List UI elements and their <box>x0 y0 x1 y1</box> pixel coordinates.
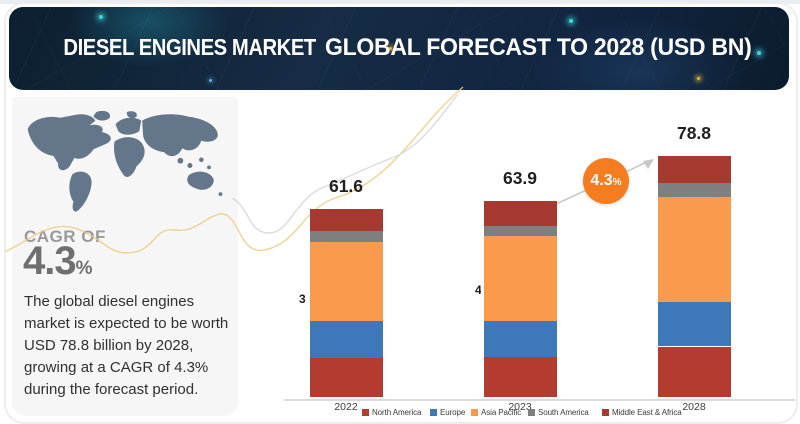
spark-dot <box>389 47 392 50</box>
bar-total-label-2023: 63.9 <box>502 168 538 189</box>
x-axis-label-2028: 2028 <box>682 401 706 413</box>
bar-segment-asia-pacific-2022 <box>309 241 383 322</box>
bar-segment-middle-east-africa-2028 <box>657 155 731 184</box>
cagr-value: 4.3% <box>23 239 93 284</box>
legend-label: North America <box>372 408 422 417</box>
legend-item-europe: Europe <box>430 408 465 417</box>
page-title-market: DIESEL ENGINES MARKET <box>63 33 317 60</box>
cagr-badge-percent-sign: % <box>612 177 622 188</box>
bar-total-label-2028: 78.8 <box>676 122 712 143</box>
bar-segment-europe-2023 <box>483 320 557 357</box>
legend-swatch-icon <box>528 409 535 416</box>
summary-sidebar: CAGR OF 4.3% The global diesel engines m… <box>12 97 238 416</box>
legend-swatch-icon <box>471 409 478 416</box>
legend-item-middle-east-africa: Middle East & Africa <box>602 408 682 417</box>
bar-segment-south-america-2023 <box>483 226 557 237</box>
cagr-badge: 4.3% <box>583 158 629 204</box>
spark-dot <box>99 15 103 19</box>
x-axis-label-2022: 2022 <box>334 401 358 413</box>
legend-item-south-america: South America <box>528 408 589 417</box>
legend-label: Europe <box>440 408 466 417</box>
bar-segment-europe-2022 <box>309 321 383 359</box>
bar-segment-asia-pacific-2023 <box>483 236 557 321</box>
plexus-mesh-decoration <box>9 7 789 90</box>
market-summary-text: The global diesel engines market is expe… <box>24 293 229 398</box>
legend-label: Asia Pacific <box>481 408 522 417</box>
bar-segment-europe-2028 <box>657 301 731 347</box>
spark-dot <box>569 19 573 23</box>
world-map-graphic <box>20 109 230 221</box>
bar-segment-south-america-2022 <box>309 231 383 242</box>
spark-dot <box>757 51 761 55</box>
legend-swatch-icon <box>602 409 609 416</box>
bar-segment-north-america-2022 <box>309 358 383 397</box>
bar-segment-middle-east-africa-2023 <box>483 201 557 227</box>
content-card: DIESEL ENGINES MARKET GLOBAL FORECAST TO… <box>4 2 798 424</box>
bar-segment-asia-pacific-2028 <box>657 197 731 302</box>
legend-swatch-icon <box>430 409 437 416</box>
page-title-forecast: GLOBAL FORECAST TO 2028 (USD BN) <box>324 33 752 61</box>
bar-segment-south-america-2028 <box>657 183 731 198</box>
x-axis-line <box>284 399 795 401</box>
legend-label: South America <box>538 408 589 417</box>
legend-item-north-america: North America <box>362 408 421 417</box>
title-banner: DIESEL ENGINES MARKET GLOBAL FORECAST TO… <box>9 7 789 90</box>
page-title: DIESEL ENGINES MARKET GLOBAL FORECAST TO… <box>9 33 789 61</box>
legend-swatch-icon <box>362 409 369 416</box>
cagr-badge-number: 4.3 <box>590 172 613 189</box>
bar-segment-north-america-2028 <box>657 346 731 397</box>
spark-dot <box>209 79 212 82</box>
spark-dot <box>697 77 700 80</box>
bar-segment-north-america-2023 <box>483 356 557 397</box>
bar-segment-middle-east-africa-2022 <box>309 208 383 232</box>
legend-label: Middle East & Africa <box>612 408 682 417</box>
legend-item-asia-pacific: Asia Pacific <box>471 408 521 417</box>
clipped-label-fragment: 4 <box>475 283 481 296</box>
clipped-label-fragment: 3 <box>299 292 306 305</box>
bar-total-label-2022: 61.6 <box>328 175 364 196</box>
cagr-percent-sign: % <box>75 258 93 279</box>
x-axis-label-2023: 2023 <box>508 401 532 413</box>
cagr-number: 4.3 <box>23 239 77 283</box>
